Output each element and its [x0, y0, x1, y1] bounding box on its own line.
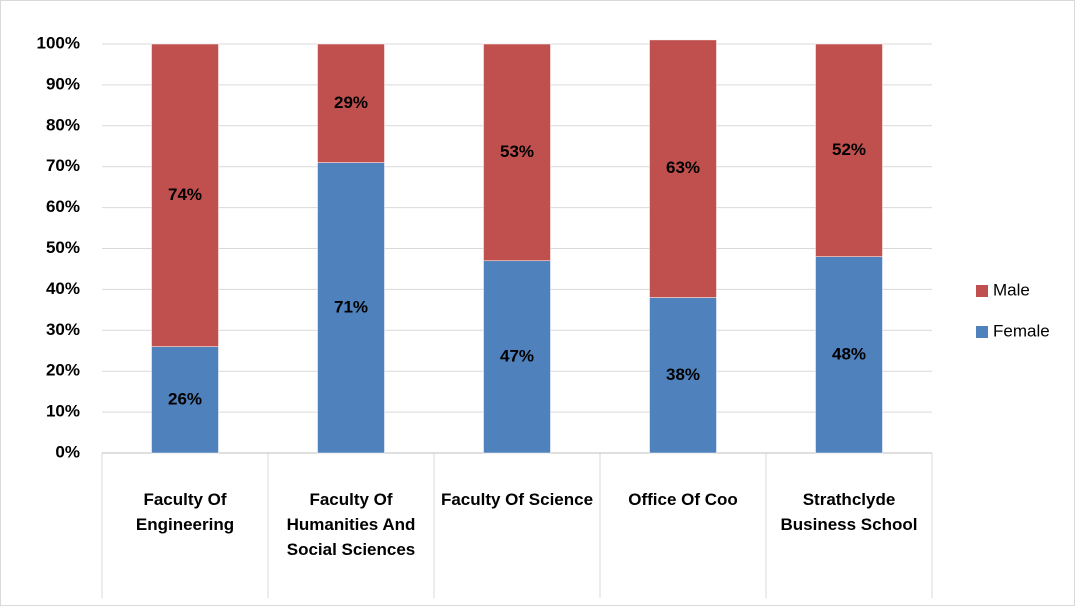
bar-segment: [483, 43, 551, 262]
y-tick-label: 0%: [55, 442, 80, 461]
y-tick-label: 40%: [46, 279, 80, 298]
y-tick-label: 50%: [46, 238, 80, 257]
bar-segment: [483, 260, 551, 454]
legend-swatch: [976, 326, 988, 338]
bar-segment: [151, 346, 219, 454]
y-tick-label: 70%: [46, 156, 80, 175]
x-tick-label: Faculty Of Engineering: [135, 490, 235, 534]
value-label: 38%: [666, 365, 700, 384]
value-label: 26%: [168, 389, 202, 408]
bar-segment: [649, 297, 717, 454]
legend-label: Male: [993, 280, 1030, 299]
y-tick-label: 30%: [46, 320, 80, 339]
value-label: 74%: [168, 185, 202, 204]
value-label: 53%: [500, 142, 534, 161]
value-label: 63%: [666, 158, 700, 177]
x-tick-label: Faculty Of Humanities And Social Science…: [286, 490, 416, 559]
value-label: 47%: [500, 346, 534, 365]
y-tick-label: 80%: [46, 115, 80, 134]
bar-segment: [151, 43, 219, 347]
y-tick-label: 60%: [46, 197, 80, 216]
x-tick-label: Strathclyde Business School: [780, 490, 918, 534]
bar-segment: [649, 39, 717, 298]
bar-segment: [317, 43, 385, 163]
value-label: 52%: [832, 140, 866, 159]
y-tick-label: 10%: [46, 402, 80, 421]
legend-swatch: [976, 285, 988, 297]
y-tick-label: 90%: [46, 74, 80, 93]
value-label: 29%: [334, 93, 368, 112]
value-label: 48%: [832, 344, 866, 363]
y-tick-label: 100%: [37, 33, 80, 52]
bar-segment: [317, 162, 385, 454]
y-tick-label: 20%: [46, 361, 80, 380]
x-tick-label: Office Of Coo: [628, 490, 738, 509]
bar-segment: [815, 43, 883, 257]
bar-segment: [815, 256, 883, 454]
legend-label: Female: [993, 321, 1050, 340]
x-tick-label: Faculty Of Science: [440, 490, 594, 509]
value-label: 71%: [334, 297, 368, 316]
